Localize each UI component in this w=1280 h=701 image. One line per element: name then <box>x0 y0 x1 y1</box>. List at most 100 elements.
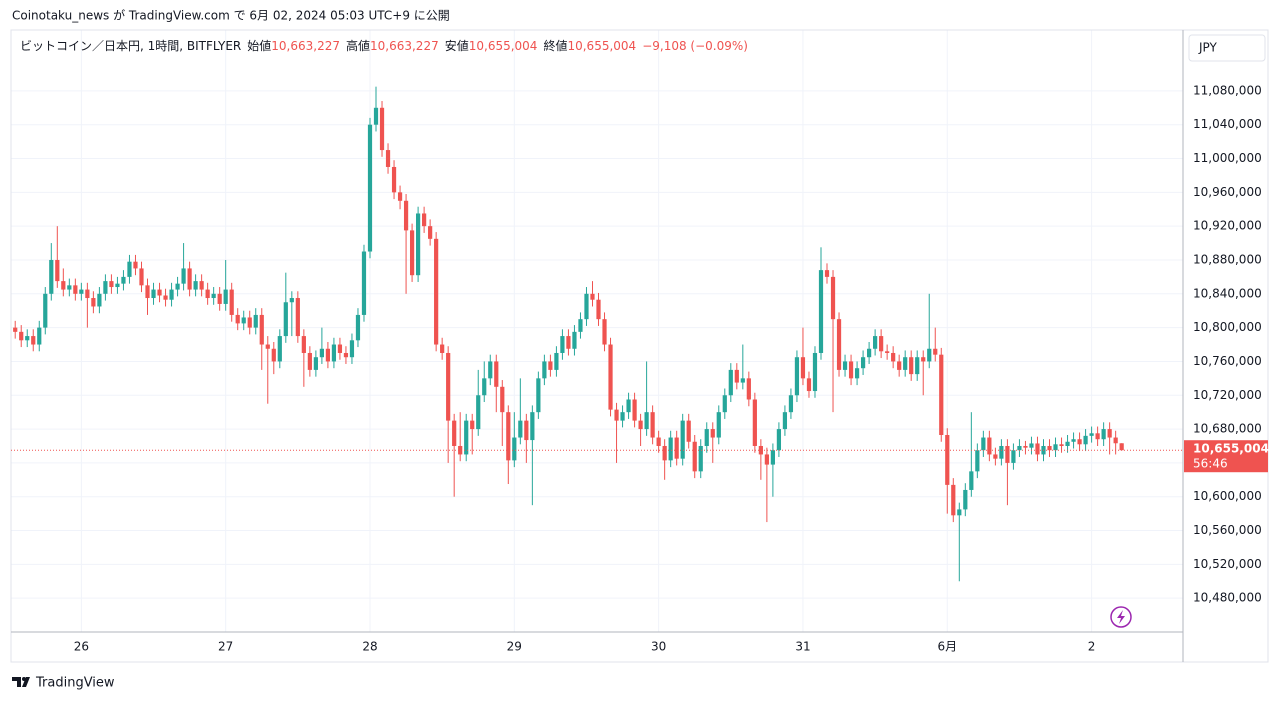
y-tick-label: 11,080,000 <box>1193 83 1262 97</box>
grid <box>11 30 1183 632</box>
logo-dot <box>22 677 26 681</box>
candle-body <box>319 348 324 358</box>
frame <box>10 29 1269 663</box>
candle-body <box>253 314 258 328</box>
candle-body <box>891 352 896 362</box>
candle-body <box>355 314 361 341</box>
candle-body <box>704 429 709 446</box>
candle-body <box>566 336 571 349</box>
candle-body <box>969 471 974 490</box>
candle-body <box>409 230 415 276</box>
candle-body <box>397 192 403 201</box>
candle-body <box>325 348 331 362</box>
candle-body <box>139 268 144 286</box>
y-tick-label: 10,920,000 <box>1193 219 1262 233</box>
candle-body <box>241 317 246 324</box>
candle-body <box>1101 429 1106 440</box>
candle-body <box>836 319 842 370</box>
candle-body <box>518 420 523 438</box>
candle-body <box>379 107 385 151</box>
candle-body <box>536 378 541 413</box>
candle-body <box>181 268 186 284</box>
candle-body <box>422 213 427 227</box>
bolt-circle[interactable] <box>1110 606 1132 628</box>
candle-body <box>61 281 66 290</box>
candle-body <box>560 336 565 353</box>
bolt[interactable] <box>1117 610 1125 624</box>
candle-body <box>500 386 505 413</box>
logo <box>12 677 30 687</box>
candle-body <box>788 395 794 413</box>
candle-body <box>440 344 445 353</box>
candle-body <box>999 445 1004 459</box>
candle-body <box>945 434 950 485</box>
candle-body <box>776 429 782 451</box>
candle-body <box>91 298 96 307</box>
candle-body <box>692 441 697 472</box>
candle-body <box>265 344 270 349</box>
candle-body <box>169 289 174 300</box>
candle-body <box>31 336 36 345</box>
candle-body <box>494 361 499 387</box>
candle-body <box>307 352 312 370</box>
candle-body <box>373 107 379 125</box>
candle-body <box>740 378 745 383</box>
candle-body <box>879 336 884 352</box>
candle-body <box>145 285 150 299</box>
footer: TradingView <box>35 676 115 691</box>
candle-body <box>67 285 72 290</box>
candle-body <box>464 420 469 455</box>
candle-body <box>860 357 866 369</box>
candle-body <box>283 302 288 337</box>
legend: ビットコイン／日本円, 1時間, BITFLYER 始値10,663,227 高値1… <box>20 38 748 53</box>
candle-body <box>235 314 240 324</box>
candle-body <box>524 420 529 441</box>
high: 10,663,227 <box>370 39 439 53</box>
candle-body <box>734 369 739 383</box>
candle-body <box>885 351 890 353</box>
candle-body <box>385 150 391 167</box>
candle-body <box>349 340 355 358</box>
candle-body <box>939 354 944 435</box>
candle-body <box>608 344 613 410</box>
x-tick-label: 29 <box>507 640 522 654</box>
candle-body <box>337 344 343 353</box>
candle-body <box>716 412 721 438</box>
low: 10,655,004 <box>469 39 538 53</box>
x-tick-label: 6月 <box>937 640 957 654</box>
candle-body <box>301 336 306 353</box>
y-tick-label: 10,800,000 <box>1193 320 1262 334</box>
change: −9,108 (−0.09%) <box>642 39 748 53</box>
candle-body <box>909 357 914 375</box>
candle-body <box>596 299 601 320</box>
candle-body <box>217 293 222 304</box>
candle-body <box>331 344 337 362</box>
currency-button[interactable] <box>1188 34 1266 62</box>
bolt-icon[interactable] <box>1110 606 1132 628</box>
y-tick-label: 10,480,000 <box>1193 591 1262 605</box>
candle-body <box>662 445 667 461</box>
candle-body <box>758 445 763 455</box>
y-tick-label: 11,040,000 <box>1193 117 1262 131</box>
candle-body <box>957 509 962 516</box>
candle-body <box>391 166 397 193</box>
x-tick-label: 27 <box>218 640 233 654</box>
candle-body <box>915 357 920 375</box>
y-tick-label: 10,960,000 <box>1193 185 1262 199</box>
candle-body <box>1107 429 1112 438</box>
candle-body <box>746 378 751 400</box>
candle-body <box>812 352 818 392</box>
candle-body <box>963 489 968 510</box>
candle-body <box>650 412 655 438</box>
candle-body <box>1035 443 1040 455</box>
candle-body <box>668 437 673 461</box>
candle-body <box>367 124 373 252</box>
candle-body <box>1113 437 1118 444</box>
candle-body <box>506 412 511 461</box>
candle-body <box>933 348 938 355</box>
candle-body <box>686 420 691 442</box>
candle-body <box>277 336 282 362</box>
candle-body <box>121 276 126 284</box>
candle-body <box>361 251 367 315</box>
